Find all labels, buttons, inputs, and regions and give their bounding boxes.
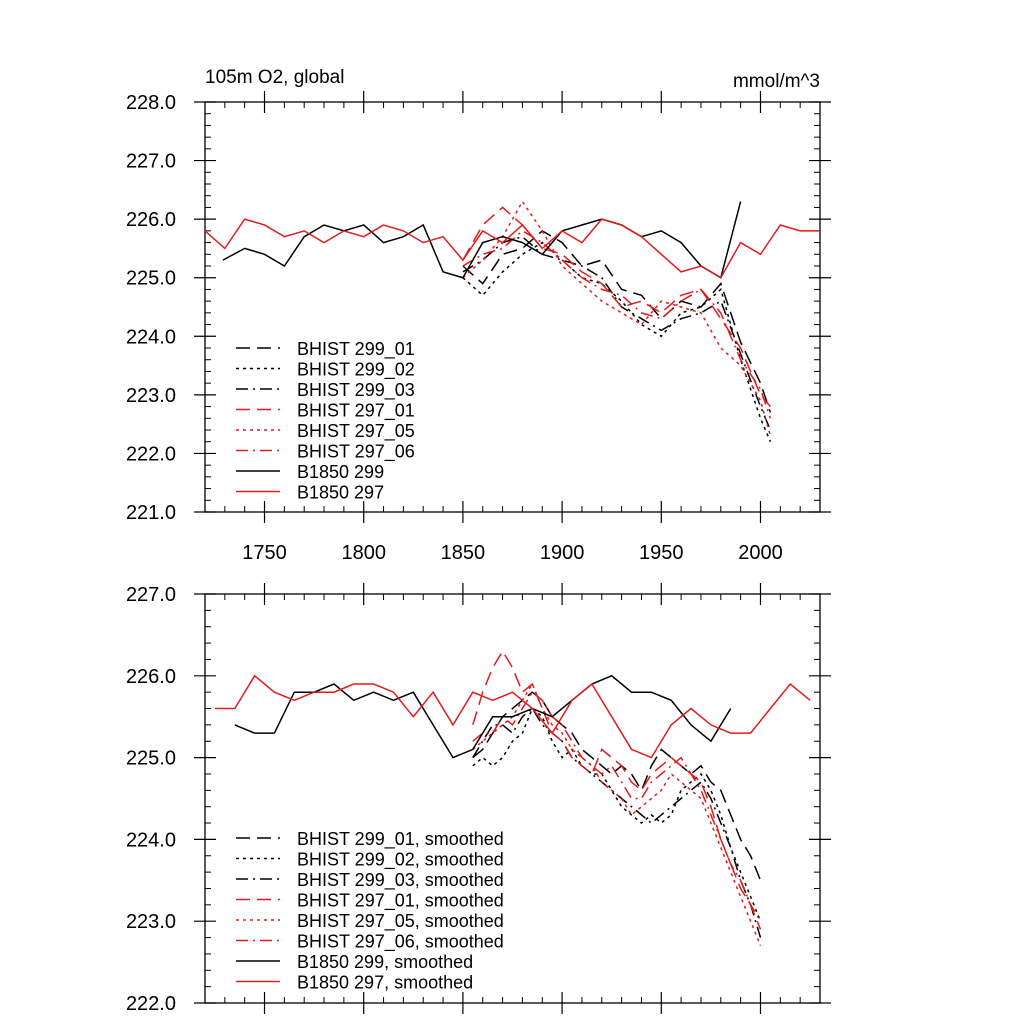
legend-label: BHIST 297_05 (297, 421, 415, 442)
top-title: 105m O2, global (205, 67, 344, 88)
series-line-bhist-299-03-smoothed (472, 707, 762, 938)
x-tick-label: 1900 (540, 542, 585, 564)
y-tick-label: 222.0 (126, 443, 176, 465)
series-line-bhist-299-03 (462, 235, 772, 431)
series-line-bhist-297-01 (462, 206, 771, 408)
y-tick-label: 226.0 (126, 209, 176, 231)
series-line-bhist-299-01-smoothed (472, 691, 762, 881)
series-line-b1850-297 (205, 218, 820, 279)
y-tick-label: 225.0 (126, 748, 176, 770)
y-tick-label: 221.0 (126, 502, 176, 524)
series-line-b1850-299-smoothed (234, 674, 732, 759)
y-tick-label: 227.0 (126, 151, 176, 173)
y-tick-label: 223.0 (126, 385, 176, 407)
series-line-bhist-297-05-smoothed (472, 682, 762, 946)
y-tick-label: 224.0 (126, 326, 176, 348)
x-tick-label: 1800 (341, 542, 386, 564)
y-tick-label: 222.0 (126, 993, 176, 1015)
y-tick-label: 228.0 (126, 92, 176, 114)
legend-label: BHIST 299_02 (297, 360, 415, 381)
series-line-b1850-299 (222, 201, 742, 279)
legend-label: BHIST 299_03, smoothed (297, 870, 504, 891)
legend-label: B1850 299, smoothed (297, 952, 473, 972)
legend-label: B1850 299 (297, 462, 384, 482)
y-tick-label: 224.0 (126, 829, 176, 851)
legend-label: BHIST 297_01 (297, 401, 415, 422)
x-tick-label: 1750 (242, 542, 287, 564)
series-line-bhist-297-01-smoothed (472, 649, 762, 930)
legend-label: B1850 297 (297, 483, 384, 503)
legend-label: BHIST 297_05, smoothed (297, 911, 504, 932)
top-units: mmol/m^3 (733, 71, 820, 92)
y-tick-label: 227.0 (126, 584, 176, 606)
legend-label: B1850 297, smoothed (297, 973, 473, 993)
plot-frame (204, 101, 821, 513)
y-tick-label: 226.0 (126, 666, 176, 688)
y-tick-label: 225.0 (126, 268, 176, 290)
plot-frame (204, 593, 821, 1004)
legend-label: BHIST 297_06 (297, 442, 415, 463)
legend-label: BHIST 297_01, smoothed (297, 891, 504, 912)
legend-label: BHIST 299_01 (297, 339, 415, 360)
series-line-bhist-297-05 (462, 200, 772, 437)
x-tick-label: 2000 (738, 542, 783, 564)
legend-label: BHIST 299_02, smoothed (297, 850, 504, 871)
series-line-bhist-299-02-smoothed (472, 707, 762, 922)
legend-label: BHIST 297_06, smoothed (297, 932, 504, 953)
bottom-panel: 222.0 223.0 224.0 225.0 226.0 227.0 BHIST 299_… (126, 583, 831, 1015)
series-line-bhist-297-06-smoothed (472, 691, 762, 922)
x-tick-label: 1850 (441, 542, 486, 564)
series-line-b1850-297-smoothed (214, 674, 811, 759)
top-panel: 105m O2, global mmol/m^3 1750 1800 1850 190… (126, 67, 831, 564)
x-tick-label: 1950 (639, 542, 684, 564)
legend-label: BHIST 299_03 (297, 380, 415, 401)
series-line-bhist-299-01 (462, 229, 772, 413)
legend-label: BHIST 299_01, smoothed (297, 829, 504, 850)
y-tick-label: 223.0 (126, 911, 176, 933)
